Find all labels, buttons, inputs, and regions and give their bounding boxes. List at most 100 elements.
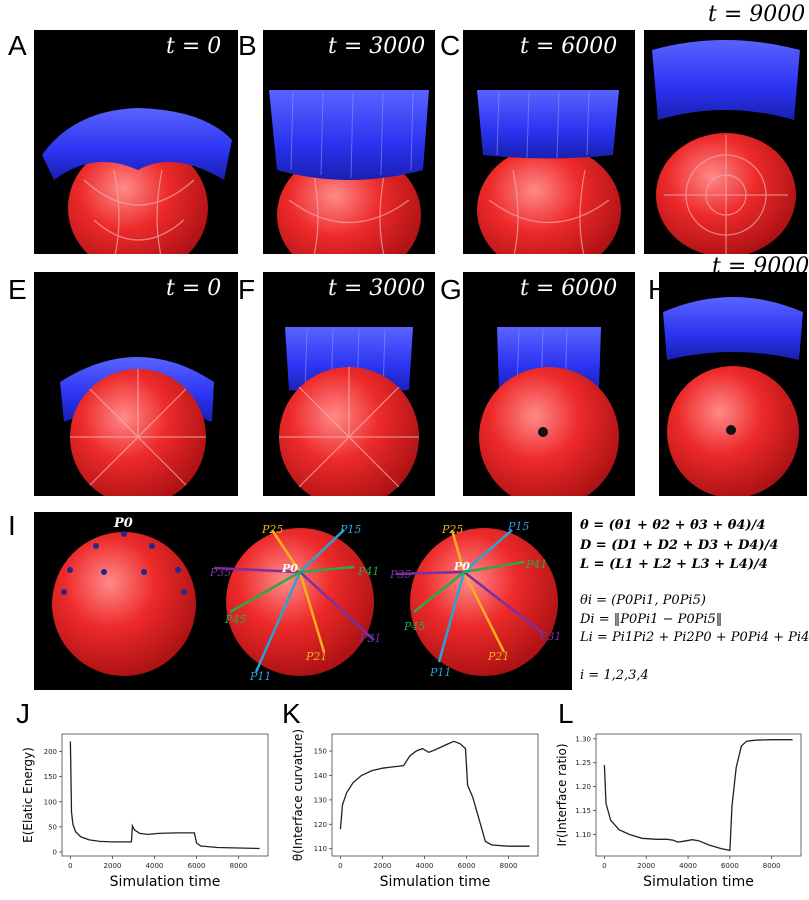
point-label-p21-c: P21 — [488, 650, 510, 663]
point-label-p25-c: P25 — [442, 523, 464, 536]
formula-i-range: i = 1,2,3,4 — [580, 668, 649, 683]
point-label-p15-c: P15 — [508, 520, 530, 533]
x-tick-label: 4000 — [679, 862, 697, 870]
point-label-p31-c: P31 — [540, 630, 562, 643]
panel-g-image — [463, 272, 635, 496]
y-tick-label: 0 — [53, 848, 57, 856]
point-label-p35-b: P35 — [210, 566, 232, 579]
time-label-d: t = 9000 — [708, 2, 806, 27]
x-tick-label: 8000 — [230, 862, 248, 870]
point-label-p45-b: P45 — [225, 613, 247, 626]
panel-c-image — [463, 30, 635, 254]
y-tick-label: 200 — [44, 748, 57, 756]
chart-interface-ratio: 0 2000 4000 6000 8000 1.10 1.15 1.20 1.25 1.30 Sim… — [544, 730, 809, 896]
panel-a-image — [34, 30, 238, 254]
panel-letter-b: B — [238, 30, 257, 61]
panel-letter-c: C — [440, 30, 461, 61]
panel-b-image — [263, 30, 435, 254]
series-line — [339, 740, 530, 847]
panel-letter-e: E — [8, 274, 27, 305]
x-tick-label: 8000 — [500, 862, 518, 870]
y-axis-title: Ir(Interface ratio) — [555, 743, 569, 846]
panel-e-image — [34, 272, 238, 496]
y-tick-label: 1.30 — [575, 735, 591, 743]
panel-i-image — [34, 512, 572, 690]
x-axis-title: Simulation time — [643, 874, 754, 890]
panel-letter-i: I — [8, 510, 16, 541]
panel-h-image — [659, 272, 807, 496]
y-tick-label: 50 — [48, 823, 57, 831]
formula-d-i: Di = ‖P0Pi1 − P0Pi5‖ — [580, 612, 723, 627]
formula-l: L = (L1 + L2 + L3 + L4)/4 — [580, 557, 768, 572]
y-axis-title: θ(Interface curvature) — [291, 730, 305, 861]
x-tick-label: 6000 — [188, 862, 206, 870]
point-label-p0-c: P0 — [454, 560, 470, 573]
point-label-p0-b: P0 — [282, 562, 298, 575]
plot-frame — [61, 733, 269, 857]
point-label-p41-b: P41 — [358, 565, 380, 578]
x-tick-label: 6000 — [458, 862, 476, 870]
time-label-h: t = 9000 — [712, 254, 809, 279]
time-label-g: t = 6000 — [520, 276, 618, 301]
y-tick-label: 150 — [314, 748, 327, 756]
panel-letter-k: K — [282, 698, 301, 729]
y-tick-label: 130 — [314, 796, 327, 804]
formula-d: D = (D1 + D2 + D3 + D4)/4 — [580, 538, 779, 553]
y-tick-label: 150 — [44, 773, 57, 781]
y-tick-label: 1.15 — [575, 807, 591, 815]
panel-letter-l: L — [558, 698, 574, 729]
point-label-p31-b: P31 — [360, 632, 382, 645]
y-tick-label: 110 — [314, 845, 327, 853]
point-label-p45-c: P45 — [404, 620, 426, 633]
point-label-p11-c: P11 — [430, 666, 452, 679]
plot-frame — [331, 733, 539, 857]
x-tick-label: 2000 — [104, 862, 122, 870]
x-tick-label: 0 — [68, 862, 72, 870]
time-label-c: t = 6000 — [520, 34, 618, 59]
chart-interface-curvature: 0 2000 4000 6000 8000 110 120 130 140 150 Simulati… — [280, 729, 546, 896]
panel-letter-a: A — [8, 30, 27, 61]
point-label-p25-b: P25 — [262, 523, 284, 536]
point-label-p35-c: P35 — [390, 568, 412, 581]
x-tick-label: 0 — [338, 862, 342, 870]
point-label-p0-a: P0 — [114, 516, 133, 531]
formula-theta-i: θi = (P0Pi1, P0Pi5) — [580, 593, 706, 608]
panel-d-image — [644, 30, 807, 254]
x-tick-label: 8000 — [763, 862, 781, 870]
y-tick-label: 120 — [314, 821, 327, 829]
panel-f-image — [263, 272, 435, 496]
panel-letter-f: F — [238, 274, 256, 305]
point-label-p15-b: P15 — [340, 523, 362, 536]
time-label-a: t = 0 — [166, 34, 222, 59]
chart-elastic-energy: 0 2000 4000 6000 8000 0 50 100 150 200 Simulation … — [10, 730, 276, 896]
x-tick-label: 2000 — [637, 862, 655, 870]
time-label-f: t = 3000 — [328, 276, 426, 301]
x-axis-title: Simulation time — [110, 874, 221, 890]
x-tick-label: 0 — [602, 862, 606, 870]
x-tick-label: 2000 — [374, 862, 392, 870]
x-tick-label: 4000 — [416, 862, 434, 870]
time-label-e: t = 0 — [166, 276, 222, 301]
formula-theta: θ = (θ1 + θ2 + θ3 + θ4)/4 — [580, 518, 766, 533]
x-axis-title: Simulation time — [380, 874, 491, 890]
time-label-b: t = 3000 — [328, 34, 426, 59]
point-label-p21-b: P21 — [306, 650, 328, 663]
series-line — [603, 739, 793, 852]
y-tick-label: 1.20 — [575, 783, 591, 791]
x-tick-label: 6000 — [721, 862, 739, 870]
y-axis-title: E(Elatic Energy) — [21, 747, 35, 843]
blue-cap — [42, 108, 232, 180]
y-tick-label: 100 — [44, 798, 57, 806]
panel-letter-j: J — [16, 698, 30, 729]
point-label-p11-b: P11 — [250, 670, 272, 683]
y-tick-label: 1.10 — [575, 831, 591, 839]
x-tick-label: 4000 — [146, 862, 164, 870]
panel-letter-g: G — [440, 274, 462, 305]
point-label-p41-c: P41 — [526, 558, 548, 571]
y-tick-label: 140 — [314, 772, 327, 780]
series-line — [69, 741, 260, 850]
red-ball — [68, 142, 208, 254]
formula-l-i: Li = Pi1Pi2 + Pi2P0 + P0Pi4 + Pi4Pi5 — [580, 630, 809, 645]
plot-frame — [595, 733, 802, 857]
y-tick-label: 1.25 — [575, 759, 591, 767]
